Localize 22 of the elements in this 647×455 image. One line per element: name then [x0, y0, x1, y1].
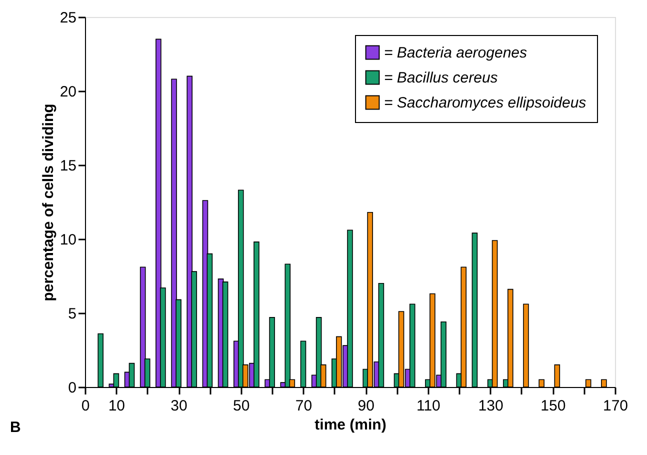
y-axis-title: percentage of cells dividing [40, 104, 57, 302]
y-tick-label: 0 [68, 380, 76, 396]
x-tick-label: 30 [170, 398, 188, 414]
x-tick-label: 150 [540, 398, 566, 414]
x-tick-label: 10 [108, 398, 126, 414]
y-tick-label: 5 [68, 306, 76, 322]
y-tick-label: 20 [60, 84, 76, 100]
y-tick-label: 15 [60, 158, 76, 174]
x-tick-label: 90 [358, 398, 374, 414]
y-tick-label: 10 [60, 232, 76, 248]
x-tick-label: 110 [416, 398, 440, 414]
x-tick-label: 0 [81, 398, 90, 414]
x-axis-title: time (min) [314, 416, 386, 434]
x-tick-label: 130 [478, 398, 504, 414]
legend-label: = Bacteria aerogenes [384, 44, 528, 62]
x-tick-label: 70 [295, 398, 312, 414]
x-tick-label: 50 [233, 398, 250, 414]
x-tick-label: 170 [602, 398, 628, 414]
legend-label: = Saccharomyces ellipsoideus [384, 94, 587, 112]
legend-label: = Bacillus cereus [384, 70, 498, 86]
text: B [10, 419, 21, 436]
y-tick-label: 25 [60, 10, 76, 26]
